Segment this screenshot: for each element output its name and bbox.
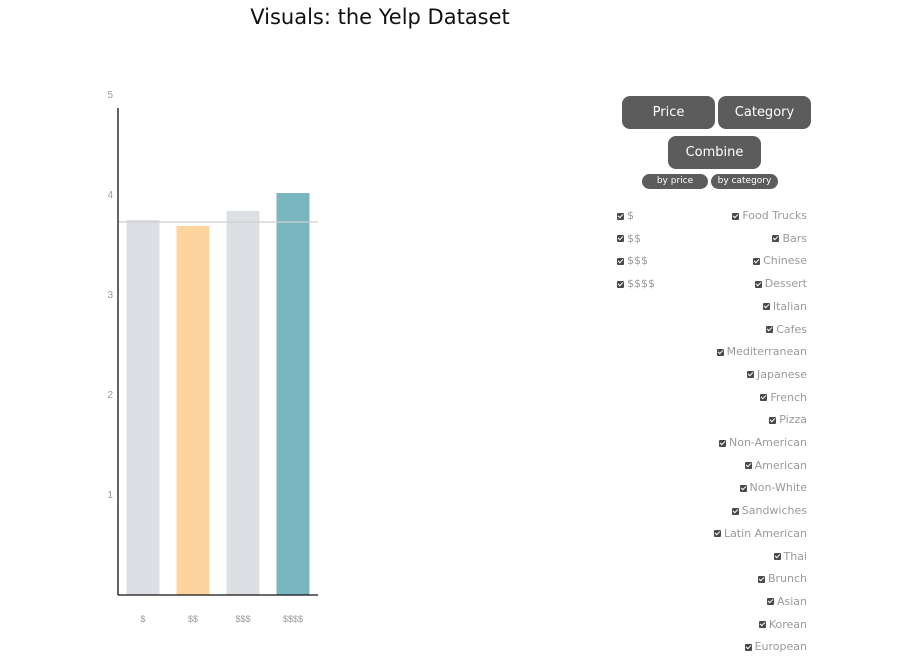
x-tick-label: $$	[188, 614, 198, 624]
filter-label: Asian	[776, 594, 807, 608]
checkbox-checked-icon[interactable]	[766, 598, 774, 606]
bar-1	[126, 220, 160, 595]
category-filter-item[interactable]: Italian	[762, 299, 807, 315]
price-filter-item[interactable]: $$$$	[617, 276, 655, 292]
category-filter-item[interactable]: Non-American	[718, 435, 807, 451]
category-filter-item[interactable]: Food Trucks	[732, 208, 807, 224]
filter-label: Korean	[768, 617, 807, 631]
checkbox-checked-icon[interactable]	[762, 303, 770, 311]
price-button[interactable]: Price	[622, 96, 715, 129]
y-tick-label: 5	[107, 90, 113, 101]
checkbox-checked-icon[interactable]	[732, 212, 740, 220]
filter-label: $$$$	[627, 277, 655, 291]
checkbox-checked-icon[interactable]	[766, 326, 774, 333]
category-filter-item[interactable]: Non-White	[739, 480, 807, 496]
checkbox-checked-icon[interactable]	[744, 643, 752, 651]
x-tick-label: $$$	[235, 614, 250, 624]
checkbox-checked-icon[interactable]	[744, 462, 752, 470]
category-filter-item[interactable]: American	[744, 458, 807, 474]
page-title: Visuals: the Yelp Dataset	[250, 5, 510, 29]
filter-label: Latin American	[723, 526, 807, 540]
filter-label: $	[627, 209, 634, 222]
filter-label: Dessert	[764, 277, 807, 291]
filter-label: $$	[627, 231, 641, 245]
y-tick-label: 1	[107, 490, 113, 501]
filter-label: Cafes	[776, 322, 807, 336]
bar-3	[226, 211, 260, 595]
checkbox-checked-icon[interactable]	[758, 621, 766, 629]
x-tick-label: $$$$	[283, 614, 303, 624]
y-tick-label: 4	[107, 190, 113, 201]
x-tick-label: $	[140, 614, 145, 624]
checkbox-checked-icon[interactable]	[754, 280, 762, 288]
checkbox-checked-icon[interactable]	[747, 371, 755, 379]
category-filter-item[interactable]: Mediterranean	[716, 344, 807, 360]
category-filter-item[interactable]: Japanese	[747, 367, 807, 383]
filter-label: Japanese	[757, 367, 807, 381]
filter-label: American	[754, 458, 807, 472]
filter-label: Sandwiches	[741, 504, 807, 518]
checkbox-checked-icon[interactable]	[760, 394, 768, 402]
category-filter-item[interactable]: Bars	[772, 231, 807, 247]
filter-label: European	[754, 640, 807, 654]
checkbox-checked-icon[interactable]	[753, 257, 761, 265]
filter-label: Food Trucks	[742, 209, 807, 222]
checkbox-checked-icon[interactable]	[716, 348, 724, 356]
checkbox-checked-icon[interactable]	[718, 439, 726, 447]
filter-label: Thai	[783, 549, 808, 563]
category-filter-item[interactable]: European	[744, 639, 807, 655]
combine-button[interactable]: Combine	[668, 136, 761, 169]
filter-label: Non-White	[749, 481, 807, 495]
category-filter-item[interactable]: Korean	[758, 617, 807, 633]
by-category-button[interactable]: by category	[711, 174, 778, 189]
filter-label: Mediterranean	[726, 345, 807, 359]
category-filter-item[interactable]: Dessert	[754, 276, 807, 292]
checkbox-checked-icon[interactable]	[713, 530, 721, 538]
category-filter-item[interactable]: Cafes	[766, 322, 807, 338]
y-tick-label: 2	[107, 390, 113, 401]
filter-label: Brunch	[767, 572, 807, 586]
price-filter-item[interactable]: $$	[617, 231, 641, 247]
checkbox-checked-icon[interactable]	[772, 235, 780, 243]
checkbox-checked-icon[interactable]	[617, 257, 624, 265]
checkbox-checked-icon[interactable]	[773, 553, 781, 560]
filter-label: Pizza	[779, 413, 807, 427]
filter-label: Non-American	[728, 436, 807, 449]
category-filter-item[interactable]: Pizza	[769, 412, 807, 428]
category-filter-item[interactable]: Sandwiches	[731, 503, 807, 519]
bar-2	[176, 226, 210, 595]
y-tick-label: 3	[107, 290, 113, 301]
by-price-button[interactable]: by price	[642, 174, 708, 189]
checkbox-checked-icon[interactable]	[617, 235, 624, 243]
price-filter-item[interactable]: $$$	[617, 253, 648, 269]
checkbox-checked-icon[interactable]	[757, 575, 765, 583]
category-filter-item[interactable]: Thai	[773, 549, 808, 565]
category-filter-item[interactable]: Asian	[766, 594, 807, 610]
category-filter-item[interactable]: Latin American	[713, 526, 807, 542]
filter-label: French	[770, 390, 807, 404]
price-filter-item[interactable]: $	[617, 208, 634, 224]
checkbox-checked-icon[interactable]	[617, 212, 624, 220]
bar-4	[276, 193, 310, 595]
filter-label: $$$	[627, 254, 648, 268]
category-filter-item[interactable]: French	[760, 390, 807, 406]
checkbox-checked-icon[interactable]	[731, 507, 739, 515]
filter-label: Italian	[772, 299, 807, 313]
filter-label: Bars	[782, 231, 807, 245]
checkbox-checked-icon[interactable]	[769, 416, 777, 424]
filter-label: Chinese	[763, 254, 807, 268]
category-button[interactable]: Category	[718, 96, 811, 129]
category-filter-item[interactable]: Brunch	[757, 571, 807, 587]
checkbox-checked-icon[interactable]	[617, 280, 624, 288]
category-filter-item[interactable]: Chinese	[753, 253, 807, 269]
checkbox-checked-icon[interactable]	[739, 484, 747, 492]
